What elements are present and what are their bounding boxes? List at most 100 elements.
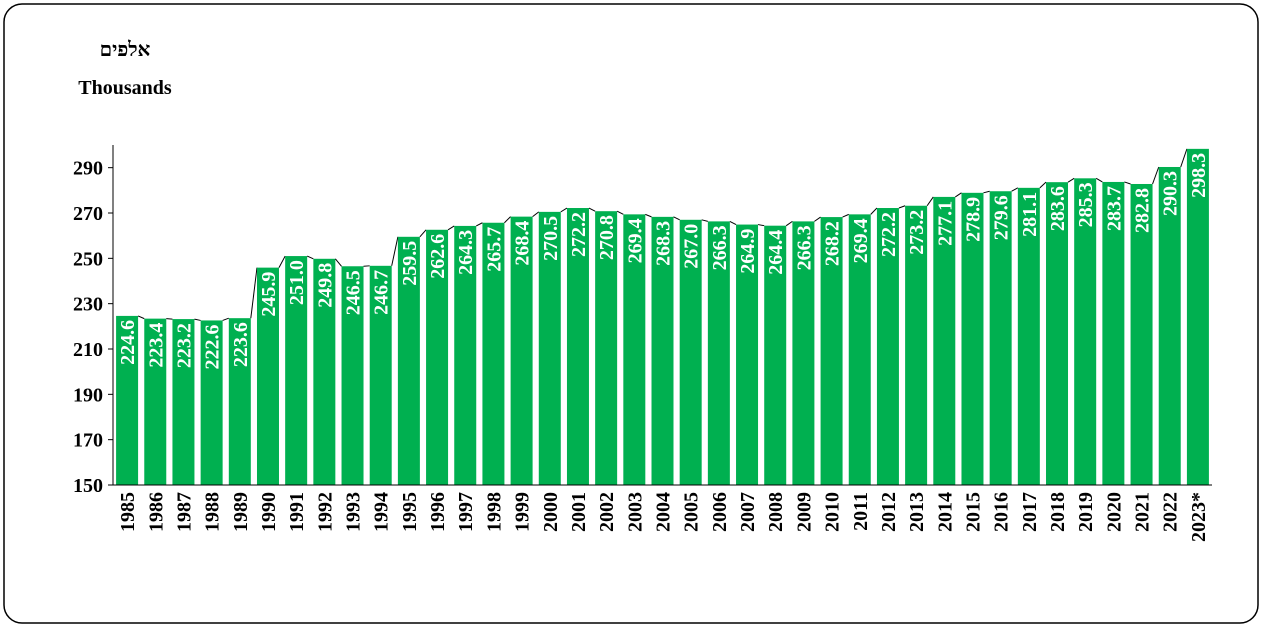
connector [898,205,906,209]
connector [391,236,399,266]
value-label: 266.3 [793,225,815,270]
x-tick-label: 2001 [568,492,590,532]
value-label: 223.4 [145,323,167,368]
y-tick-label: 250 [73,248,103,270]
bar [1130,183,1153,485]
connector [560,207,568,213]
x-tick-label: 2011 [850,492,872,531]
connector [757,224,765,227]
value-label: 269.4 [850,218,872,263]
value-label: 262.6 [427,234,449,279]
x-tick-label: 1999 [512,492,534,532]
value-label: 268.4 [512,221,534,266]
x-tick-label: 2015 [962,492,984,532]
bar [369,265,392,485]
y-tick-label: 270 [73,203,103,225]
x-tick-label: 1997 [455,492,477,532]
x-tick-label: 2017 [1019,492,1041,532]
bar [736,224,759,485]
value-label: 249.8 [314,263,336,308]
value-label: 265.7 [483,227,505,272]
value-label: 278.9 [962,197,984,242]
value-label: 222.6 [202,324,224,369]
bar [792,221,815,486]
value-label: 290.3 [1160,171,1182,216]
connector [870,207,878,215]
connector [926,196,934,207]
bar [313,258,336,485]
connector [1180,148,1188,168]
x-tick-label: 2000 [540,492,562,532]
bar [623,214,646,486]
value-label: 285.3 [1075,182,1097,227]
y-tick-label: 170 [73,430,103,452]
bar [1102,181,1125,486]
bar [651,216,674,485]
x-tick-label: 1993 [343,492,365,532]
value-label: 264.3 [455,230,477,275]
bar [482,222,505,485]
x-tick-label: 2023* [1188,492,1210,542]
value-label: 246.7 [371,270,393,315]
value-label: 268.2 [822,221,844,266]
x-tick-label: 2002 [596,492,618,532]
bar [679,219,702,486]
x-tick-label: 2013 [906,492,928,532]
axis-title: Thousands [78,77,172,99]
value-label: 269.4 [624,218,646,263]
connector [701,219,708,222]
connector [1124,181,1131,185]
bar [200,320,223,485]
value-label: 264.4 [765,230,787,275]
connector [814,216,821,222]
value-label: 268.3 [653,221,675,266]
x-tick-label: 1990 [258,492,280,532]
bar [961,192,984,485]
value-label: 270.5 [540,216,562,261]
y-tick-label: 210 [73,339,103,361]
connector [1067,177,1075,183]
bar [1046,182,1069,485]
connector [616,210,624,215]
connector [1095,177,1103,183]
x-tick-label: 1987 [173,492,195,532]
x-tick-label: 2019 [1075,492,1097,532]
connector [306,255,314,260]
value-label: 223.2 [173,323,195,368]
x-tick-label: 2006 [709,492,731,532]
bar [510,216,533,486]
bar [454,225,477,486]
bar [989,191,1012,486]
connector [137,315,145,320]
x-tick-label: 1988 [202,492,224,532]
bar [341,266,364,485]
bar [595,211,618,486]
connector [645,213,652,218]
x-tick-label: 1995 [399,492,421,532]
value-label: 272.2 [878,212,900,257]
connector [729,220,737,226]
connector [983,190,990,194]
value-label: 282.8 [1132,188,1154,233]
x-tick-label: 2008 [765,492,787,532]
bar [905,205,928,485]
bar [1158,166,1181,485]
bar [1017,187,1040,485]
value-label: 283.6 [1047,186,1069,231]
x-tick-label: 2009 [793,492,815,532]
value-label: 283.7 [1103,186,1125,231]
connector [955,192,962,198]
value-label: 259.5 [399,241,421,286]
y-tick-label: 190 [73,384,103,406]
value-label: 279.6 [991,195,1013,240]
connector [673,216,680,221]
x-tick-label: 2021 [1132,492,1154,532]
bar [397,236,420,485]
bar [820,217,843,485]
connector [785,220,793,227]
connector [1039,181,1047,189]
x-tick-label: 1998 [483,492,505,532]
bar [876,208,899,485]
bar [933,196,956,485]
